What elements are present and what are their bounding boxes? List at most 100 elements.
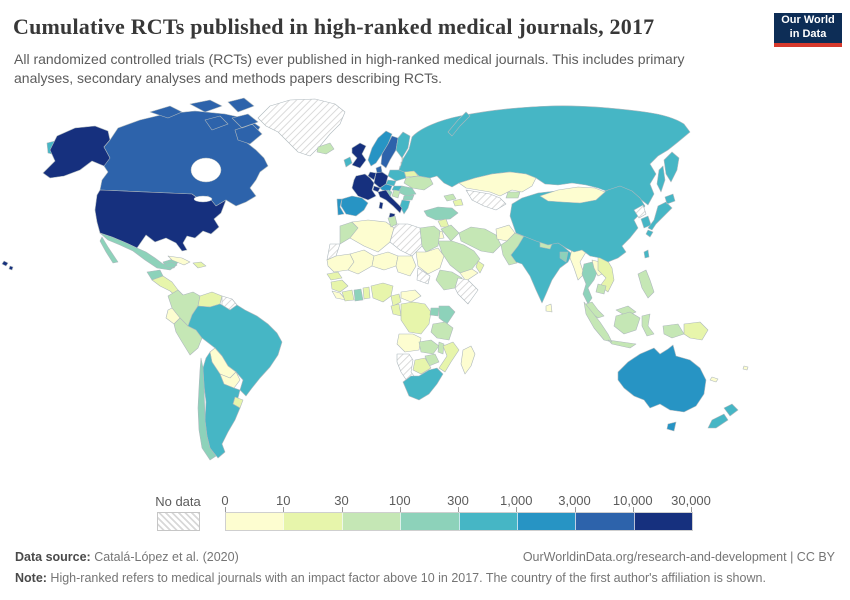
legend-tick-label: 30	[334, 493, 349, 508]
legend-bin-swatch[interactable]	[458, 513, 517, 530]
country-cuba[interactable]	[167, 255, 191, 266]
region-gabon-congo[interactable]	[390, 303, 402, 317]
country-ghana[interactable]	[353, 288, 364, 302]
country-drc[interactable]	[400, 301, 432, 335]
country-central-african-republic[interactable]	[400, 289, 422, 303]
country-uk[interactable]	[351, 142, 367, 169]
country-somalia[interactable]	[454, 277, 479, 305]
legend-tick-label: 10	[276, 493, 291, 508]
country-new-caledonia[interactable]	[709, 376, 719, 383]
country-libya[interactable]	[389, 223, 423, 257]
country-russia[interactable]	[398, 105, 691, 206]
legend-tick-label: 30,000	[671, 493, 711, 508]
country-uganda[interactable]	[429, 307, 440, 317]
country-kazakhstan[interactable]	[458, 171, 537, 197]
country-zambia[interactable]	[418, 339, 440, 355]
country-bangladesh[interactable]	[559, 251, 569, 263]
legend-bin-swatch[interactable]	[283, 513, 342, 530]
country-russia-novaya-zemlya[interactable]	[447, 111, 471, 137]
country-hawaii[interactable]	[1, 260, 14, 271]
country-greece[interactable]	[399, 199, 411, 215]
country-norway[interactable]	[367, 130, 393, 167]
country-bulgaria[interactable]	[402, 194, 415, 201]
country-chad[interactable]	[395, 255, 417, 277]
country-papua-new-guinea[interactable]	[683, 321, 709, 341]
country-yemen[interactable]	[459, 268, 479, 282]
country-tanzania[interactable]	[430, 321, 454, 341]
country-south-africa[interactable]	[402, 367, 444, 401]
country-oman[interactable]	[475, 260, 485, 274]
country-ireland[interactable]	[343, 156, 353, 168]
country-cambodia[interactable]	[595, 283, 607, 295]
country-iran[interactable]	[458, 226, 502, 254]
country-algeria[interactable]	[349, 219, 395, 253]
country-botswana[interactable]	[412, 357, 432, 375]
country-iraq[interactable]	[440, 224, 460, 242]
country-hispaniola[interactable]	[192, 261, 207, 269]
legend-bin-swatch[interactable]	[575, 513, 634, 530]
country-niger[interactable]	[371, 251, 399, 271]
country-senegal[interactable]	[326, 271, 343, 281]
legend-bin-swatch[interactable]	[341, 513, 401, 530]
legend-bin-swatch[interactable]	[516, 513, 576, 530]
country-north-korea[interactable]	[633, 204, 647, 219]
country-brazil[interactable]	[187, 303, 283, 397]
country-mongolia[interactable]	[539, 186, 606, 204]
country-argentina[interactable]	[202, 351, 241, 459]
country-ecuador[interactable]	[165, 307, 181, 325]
country-cameroon[interactable]	[390, 293, 402, 307]
country-portugal[interactable]	[336, 198, 345, 216]
country-syria[interactable]	[437, 218, 450, 228]
country-tasmania[interactable]	[666, 421, 677, 432]
country-azerbaijan[interactable]	[452, 198, 464, 207]
country-mozambique[interactable]	[438, 341, 460, 373]
country-russia-sakhalin[interactable]	[656, 165, 666, 193]
country-ivory-coast[interactable]	[341, 289, 355, 302]
country-madagascar[interactable]	[460, 345, 476, 375]
region-kyrgyzstan-tajikistan[interactable]	[505, 191, 521, 199]
region-togo-benin[interactable]	[362, 286, 371, 300]
region-benelux[interactable]	[367, 171, 377, 181]
country-angola[interactable]	[396, 333, 422, 353]
country-new-zealand[interactable]	[707, 403, 739, 429]
country-guinea[interactable]	[330, 279, 349, 293]
country-austria[interactable]	[379, 183, 393, 192]
legend-tick-mark	[225, 507, 226, 512]
country-malawi[interactable]	[437, 341, 445, 355]
country-fiji[interactable]	[742, 365, 749, 371]
country-australia[interactable]	[617, 344, 707, 413]
country-chile[interactable]	[197, 357, 217, 461]
owid-url[interactable]: OurWorldinData.org/research-and-developm…	[522, 550, 835, 564]
country-greenland[interactable]	[257, 98, 346, 157]
region-uzbekistan-turkmenistan[interactable]	[465, 189, 507, 211]
legend-bin-swatch[interactable]	[400, 513, 459, 530]
country-spain[interactable]	[340, 195, 369, 217]
country-sudan[interactable]	[415, 247, 445, 275]
region-serbia-balkans[interactable]	[391, 189, 401, 199]
country-kenya[interactable]	[438, 305, 456, 325]
country-russia-kamchatka[interactable]	[663, 151, 680, 183]
country-egypt[interactable]	[419, 225, 441, 253]
country-taiwan[interactable]	[643, 249, 650, 259]
country-indonesia[interactable]	[583, 301, 685, 349]
country-mali[interactable]	[347, 249, 375, 275]
country-saudi-arabia[interactable]	[437, 240, 481, 274]
legend-bin-swatch[interactable]	[226, 513, 284, 530]
country-peru[interactable]	[173, 317, 203, 356]
country-japan[interactable]	[645, 193, 676, 238]
country-philippines[interactable]	[637, 269, 655, 299]
country-nigeria[interactable]	[370, 282, 394, 303]
country-france[interactable]	[351, 173, 377, 201]
legend-bin-swatch[interactable]	[633, 513, 692, 530]
legend-no-data-swatch[interactable]	[157, 512, 200, 531]
country-sri-lanka[interactable]	[545, 303, 553, 313]
great-lakes	[193, 195, 213, 203]
country-georgia[interactable]	[443, 193, 457, 202]
country-canada-arctic-islands[interactable]	[149, 97, 263, 145]
country-turkey[interactable]	[423, 206, 459, 221]
country-south-sudan[interactable]	[416, 267, 431, 285]
world-map[interactable]	[0, 95, 850, 495]
owid-logo[interactable]: Our World in Data	[774, 13, 842, 47]
country-iceland[interactable]	[316, 142, 335, 155]
